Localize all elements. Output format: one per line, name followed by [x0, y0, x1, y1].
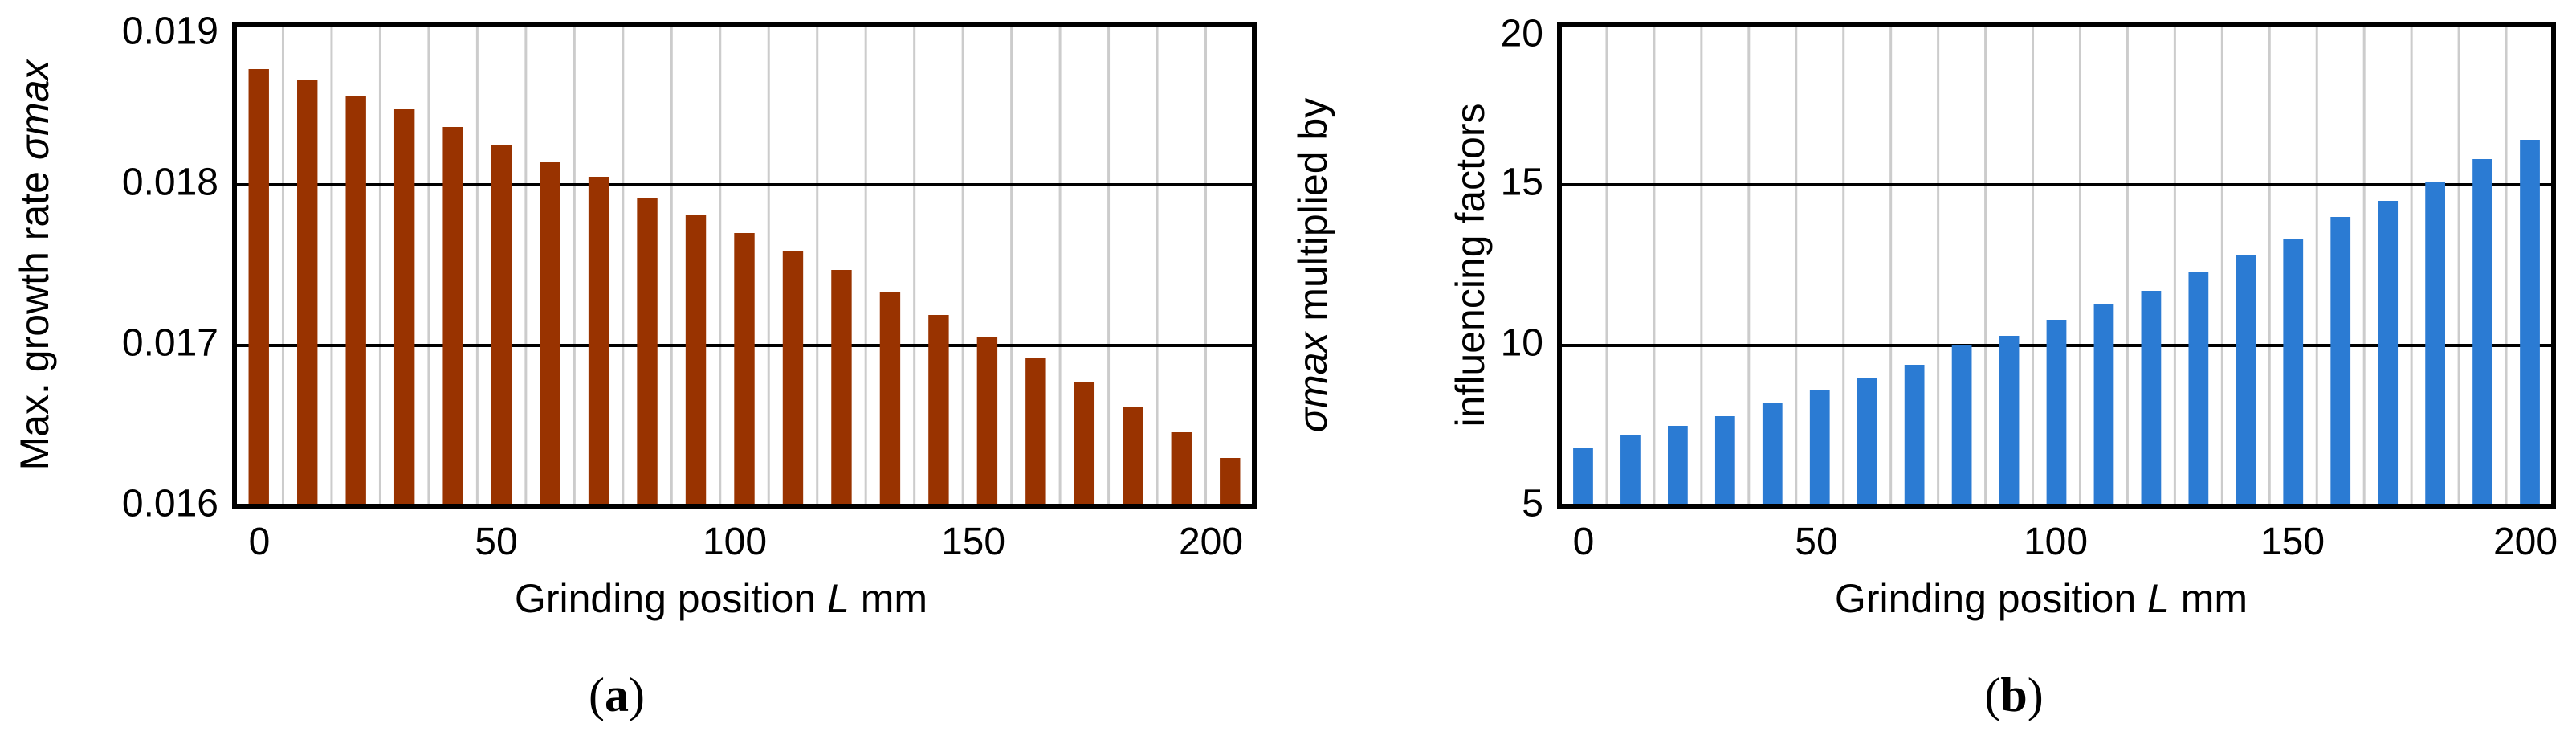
- chart-a-bar: [345, 96, 366, 506]
- chart-b-bars: [1573, 140, 2540, 506]
- chart-b-bar: [2425, 182, 2445, 506]
- chart-a-bar: [588, 177, 609, 506]
- chart-a-bar: [1220, 458, 1241, 506]
- chart-b-x-tick: 0: [1573, 521, 1595, 563]
- chart-b-bar: [2520, 140, 2540, 506]
- chart-a-vertical-gridlines: [281, 24, 1208, 506]
- chart-b-bar: [1620, 435, 1641, 506]
- chart-b-bar: [2141, 291, 2162, 506]
- chart-b-y-tick: 15: [1501, 161, 1543, 204]
- chart-a-x-tick: 150: [941, 521, 1005, 563]
- chart-a-bar: [1171, 432, 1192, 506]
- chart-a-bar: [685, 215, 707, 506]
- chart-b-bar: [1762, 403, 1783, 506]
- chart-b-bar: [2046, 320, 2067, 506]
- chart-b-bar: [1857, 378, 1877, 506]
- chart-b-y-tick: 20: [1501, 13, 1543, 55]
- chart-a-x-tick: 0: [249, 521, 271, 563]
- chart-b-bar: [2236, 255, 2256, 506]
- chart-a-bar: [393, 109, 415, 506]
- chart-b-vertical-gridlines: [1605, 24, 2508, 506]
- chart-a-bar: [831, 270, 852, 506]
- chart-b: 5 10 15 20 0 50 100 150 200 Grinding pos…: [1290, 13, 2558, 721]
- chart-a-bar: [734, 233, 755, 506]
- chart-b-plot-frame: [1557, 22, 2556, 509]
- chart-b-bar: [1668, 426, 1688, 506]
- chart-b-x-tick: 50: [1795, 521, 1837, 563]
- chart-b-x-tick: 150: [2260, 521, 2325, 563]
- chart-b-bar: [1573, 448, 1593, 506]
- chart-a-x-tick: 200: [1179, 521, 1243, 563]
- chart-b-bar: [1999, 336, 2020, 506]
- chart-b-y-axis-label-line2: influencing factors: [1448, 103, 1493, 427]
- chart-b-x-tick: 200: [2493, 521, 2558, 563]
- chart-a-y-tick: 0.019: [122, 10, 218, 53]
- chart-b-bar: [2188, 272, 2209, 506]
- chart-b-bar: [2283, 239, 2304, 506]
- chart-a-bar: [248, 69, 269, 506]
- chart-a-y-tick: 0.016: [122, 483, 218, 525]
- chart-a: 0.016 0.017 0.018 0.019 0 50 100 150 200…: [12, 10, 1257, 721]
- chart-b-panel-label: (b): [1984, 668, 2043, 721]
- chart-b-bar: [1714, 416, 1735, 506]
- chart-a-bar: [297, 80, 318, 506]
- chart-a-bars: [248, 69, 1241, 506]
- chart-a-bar: [1025, 358, 1046, 506]
- chart-b-bar: [2378, 201, 2399, 506]
- chart-a-y-tick: 0.018: [122, 161, 218, 204]
- chart-a-x-axis-label: Grinding position L mm: [515, 576, 927, 621]
- chart-a-bar: [1123, 407, 1143, 506]
- chart-b-y-tick: 5: [1522, 483, 1543, 525]
- chart-b-bar: [1809, 390, 1830, 506]
- chart-b-x-tick: 100: [2024, 521, 2088, 563]
- chart-a-y-tick: 0.017: [122, 322, 218, 365]
- chart-a-bar: [879, 292, 901, 506]
- chart-b-bar: [2330, 217, 2351, 506]
- chart-a-x-tick: 50: [475, 521, 517, 563]
- chart-b-y-tick: 10: [1501, 322, 1543, 365]
- chart-b-bar: [1904, 365, 1925, 506]
- chart-b-bar: [2472, 159, 2492, 506]
- chart-a-bar: [782, 251, 804, 506]
- chart-a-bar: [928, 315, 949, 506]
- chart-a-bar: [491, 145, 512, 506]
- chart-a-y-axis-label: Max. growth rate σmax: [12, 59, 57, 471]
- chart-a-bar: [540, 162, 560, 506]
- chart-a-plot-frame: [232, 22, 1257, 509]
- chart-a-x-tick: 100: [703, 521, 767, 563]
- chart-a-bar: [442, 127, 463, 506]
- chart-b-bar: [1951, 345, 1972, 506]
- chart-a-bar: [976, 337, 998, 506]
- chart-a-panel-label: (a): [589, 668, 645, 721]
- chart-b-bar: [2093, 304, 2114, 506]
- chart-b-x-axis-label: Grinding position L mm: [1835, 576, 2248, 621]
- chart-a-bar: [1074, 382, 1095, 506]
- chart-a-bar: [637, 198, 658, 506]
- chart-b-y-axis-label-line1: σmax multiplied by: [1290, 98, 1335, 432]
